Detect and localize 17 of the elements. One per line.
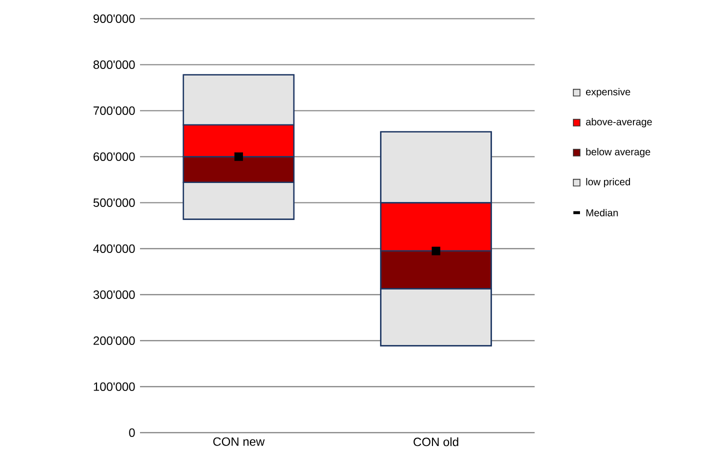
legend-label: above-average [586,118,652,128]
legend-label: expensive [586,88,630,98]
y-tick-label: 500'000 [93,198,135,207]
x-tick-label: CON new [213,437,265,446]
legend-label: low priced [586,178,630,188]
y-tick-label: 300'000 [93,290,135,299]
legend-label: Median [586,208,618,216]
y-tick-label: 800'000 [93,60,135,69]
y-tick-label: 700'000 [94,106,135,115]
y-tick-label: 400'000 [93,244,135,253]
y-tick-label: 900'000 [94,14,135,23]
y-tick-label: 0 [129,428,135,437]
y-tick-label: 600'000 [94,152,135,161]
y-tick-label: 100'000 [94,382,135,391]
x-tick-label: CON old [414,437,458,446]
y-tick-label: 200'000 [94,336,135,345]
legend-label: below average [586,148,650,158]
